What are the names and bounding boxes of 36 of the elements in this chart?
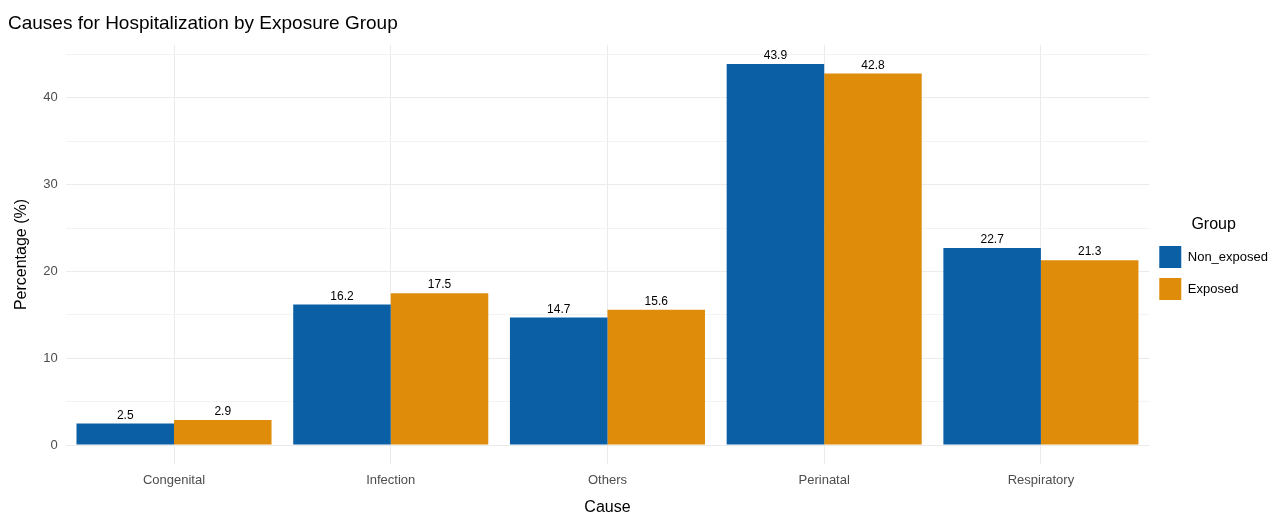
bar (390, 293, 489, 445)
legend-title: Group (1191, 215, 1236, 233)
bar (509, 317, 608, 445)
bar (76, 423, 175, 445)
data-label: 2.5 (116, 407, 134, 422)
data-label: 2.9 (214, 404, 232, 419)
y-tick-label: 40 (43, 89, 58, 105)
bar (607, 309, 705, 445)
bar (1040, 260, 1139, 445)
x-tick-label: Perinatal (798, 471, 850, 487)
y-tick-label: 20 (43, 263, 58, 279)
x-tick-label: Others (587, 471, 628, 487)
x-axis-title: Cause (584, 497, 631, 515)
bar (943, 247, 1041, 445)
x-tick-label: Congenital (142, 471, 206, 487)
chart-title: Causes for Hospitalization by Exposure Group (8, 11, 398, 33)
x-tick-label: Infection (366, 471, 416, 487)
data-label: 43.9 (763, 48, 788, 63)
y-tick-label: 0 (50, 436, 58, 452)
y-tick-label: 10 (43, 349, 58, 365)
legend-label: Exposed (1187, 280, 1239, 296)
x-tick-label: Respiratory (1007, 471, 1075, 487)
y-axis-title: Percentage (%) (12, 198, 30, 311)
data-label: 14.7 (547, 301, 571, 316)
legend-label: Non_exposed (1187, 248, 1269, 264)
bar (174, 419, 272, 445)
data-label: 21.3 (1077, 244, 1102, 259)
data-label: 16.2 (330, 288, 354, 303)
bar (824, 73, 922, 445)
data-label: 42.8 (861, 57, 885, 72)
data-label: 22.7 (980, 232, 1005, 247)
data-label: 15.6 (644, 293, 669, 308)
data-label: 17.5 (427, 277, 452, 292)
bar (726, 63, 825, 445)
bar (293, 304, 391, 445)
y-tick-label: 30 (43, 176, 58, 192)
